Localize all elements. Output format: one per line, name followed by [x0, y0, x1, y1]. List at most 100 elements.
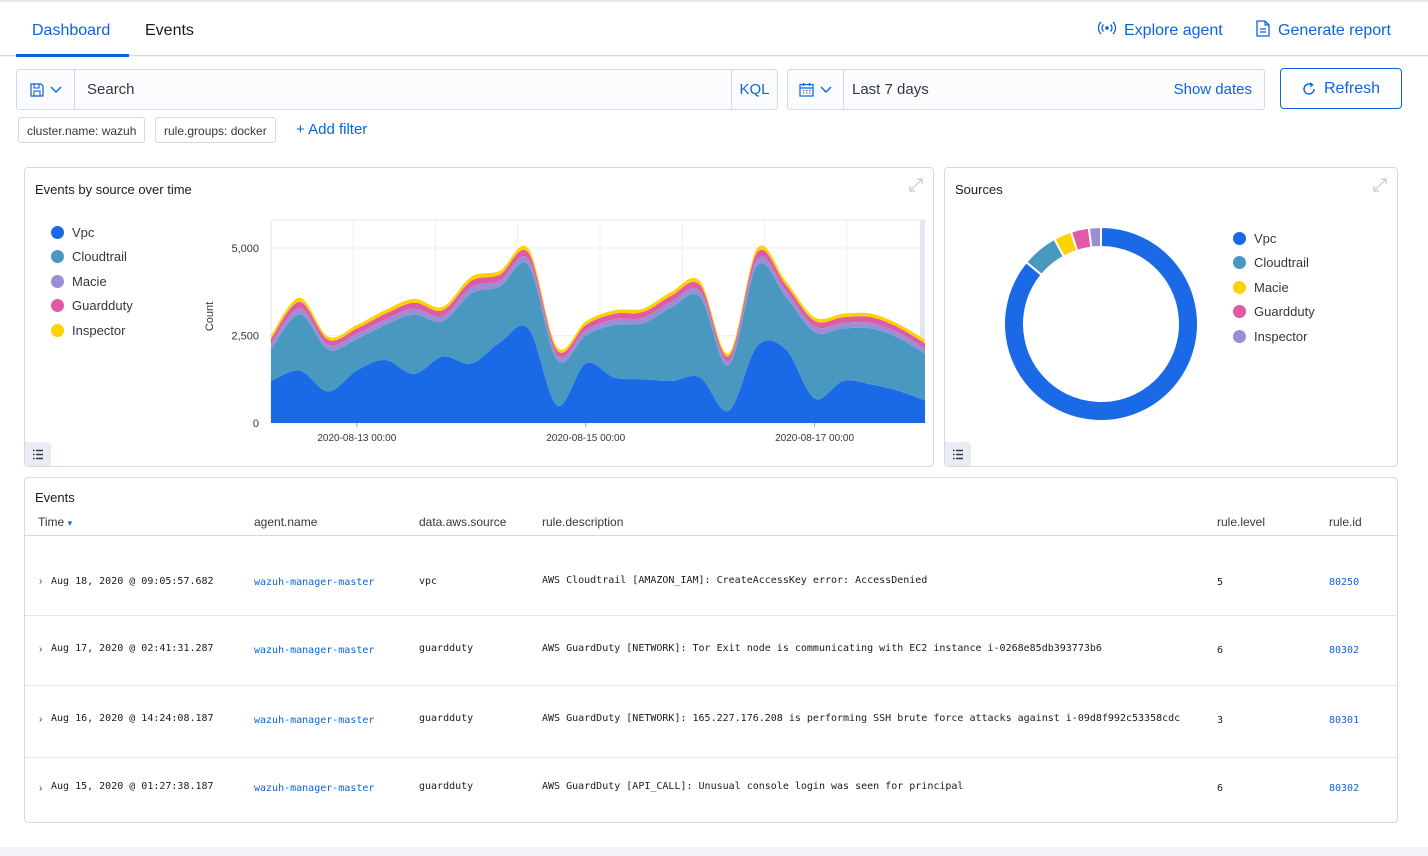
cell-rule-description: AWS GuardDuty [NETWORK]: Tor Exit node i…	[542, 643, 1102, 654]
legend-dot	[1233, 280, 1246, 294]
list-icon	[953, 449, 963, 459]
legend-label: Guardduty	[72, 298, 133, 314]
legend-item-macie[interactable]: Macie	[1233, 275, 1315, 300]
explore-agent-label: Explore agent	[1124, 21, 1223, 39]
cell-rule-id[interactable]: 80250	[1329, 577, 1360, 588]
legend-label: Guardduty	[1254, 304, 1315, 320]
kql-toggle[interactable]: KQL	[731, 70, 777, 109]
table-row[interactable]: › Aug 18, 2020 @ 09:05:57.682 wazuh-mana…	[25, 536, 1397, 616]
filter-pill[interactable]: cluster.name: wazuh	[18, 117, 146, 143]
column-header-label: Time	[38, 515, 65, 529]
explore-agent-link[interactable]: Explore agent	[1097, 20, 1223, 41]
donut-slice-inspector[interactable]	[1087, 225, 1102, 249]
legend-dot	[1233, 231, 1246, 245]
chevron-right-icon[interactable]: ›	[39, 576, 43, 587]
y-tick-label: 0	[253, 418, 259, 430]
x-tick-label: 2020-08-13 00:00	[317, 433, 396, 444]
saved-queries-button[interactable]	[17, 70, 75, 109]
page-bottom-gutter	[0, 847, 1428, 856]
table-row[interactable]: › Aug 17, 2020 @ 02:41:31.287 wazuh-mana…	[25, 616, 1397, 686]
chevron-right-icon[interactable]: ›	[39, 644, 43, 655]
legend-dot	[1233, 329, 1246, 343]
add-filter-button[interactable]: + Add filter	[296, 121, 368, 138]
legend-item-vpc[interactable]: Vpc	[1233, 226, 1315, 251]
column-header-time[interactable]: Time ▾	[38, 515, 72, 529]
filter-pill[interactable]: rule.groups: docker	[155, 117, 276, 143]
cell-agent-name[interactable]: wazuh-manager-master	[254, 645, 375, 656]
dashboard-content: Search KQL Last 7 days Show dates Refres…	[0, 57, 1428, 847]
table-row[interactable]: › Aug 16, 2020 @ 14:24:08.187 wazuh-mana…	[25, 686, 1397, 758]
column-header-rule-id[interactable]: rule.id	[1329, 515, 1362, 529]
generate-report-link[interactable]: Generate report	[1256, 20, 1391, 42]
refresh-button[interactable]: Refresh	[1280, 68, 1402, 109]
legend-dot	[51, 250, 64, 264]
cell-rule-id[interactable]: 80302	[1329, 645, 1360, 656]
chevron-right-icon[interactable]: ›	[39, 783, 43, 794]
column-header-rule-description[interactable]: rule.description	[542, 515, 624, 529]
tab-dashboard[interactable]: Dashboard	[32, 22, 111, 39]
legend-label: Vpc	[72, 224, 95, 240]
column-header-rule-level[interactable]: rule.level	[1217, 515, 1266, 529]
active-tab-indicator	[16, 54, 129, 57]
expand-icon[interactable]	[1371, 176, 1389, 194]
panel-title: Sources	[955, 182, 1003, 197]
header-divider	[25, 535, 1397, 536]
legend-item-cloudtrail[interactable]: Cloudtrail	[51, 245, 133, 270]
legend-label: Cloudtrail	[1254, 255, 1309, 271]
legend-item-vpc[interactable]: Vpc	[51, 220, 133, 245]
cell-rule-id[interactable]: 80302	[1329, 783, 1360, 794]
x-tick-label: 2020-08-15 00:00	[546, 433, 625, 444]
table-row[interactable]: › Aug 15, 2020 @ 01:27:38.187 wazuh-mana…	[25, 758, 1397, 822]
legend-item-inspector[interactable]: Inspector	[51, 318, 133, 343]
search-input[interactable]: Search	[87, 81, 135, 98]
cell-time: Aug 17, 2020 @ 02:41:31.287	[51, 643, 214, 654]
area-series-vpc[interactable]	[271, 325, 925, 423]
legend-item-macie[interactable]: Macie	[51, 269, 133, 294]
legend-item-guardduty[interactable]: Guardduty	[51, 294, 133, 319]
broadcast-icon	[1097, 20, 1117, 41]
cell-aws-source: vpc	[419, 576, 438, 587]
events-table: Events Time ▾ agent.name data.aws.source…	[24, 477, 1398, 823]
quick-select-button[interactable]	[788, 70, 844, 109]
cell-time: Aug 15, 2020 @ 01:27:38.187	[51, 781, 214, 792]
save-icon	[29, 82, 44, 97]
donut-slice-vpc[interactable]	[1003, 225, 1199, 422]
legend-item-cloudtrail[interactable]: Cloudtrail	[1233, 251, 1315, 276]
cell-rule-id[interactable]: 80301	[1329, 715, 1360, 726]
donut-chart-legend: Vpc Cloudtrail Macie Guardduty Inspector	[1233, 226, 1315, 349]
cell-rule-level: 5	[1217, 577, 1224, 588]
sort-desc-icon: ▾	[67, 518, 73, 528]
date-picker: Last 7 days Show dates	[787, 69, 1265, 110]
column-header-agent-name[interactable]: agent.name	[254, 515, 318, 529]
cell-agent-name[interactable]: wazuh-manager-master	[254, 577, 375, 588]
tab-events[interactable]: Events	[145, 22, 194, 39]
chevron-down-icon	[50, 86, 61, 93]
legend-label: Cloudtrail	[72, 249, 127, 265]
legend-dot	[1233, 305, 1246, 319]
cell-rule-level: 6	[1217, 783, 1224, 794]
expand-icon[interactable]	[907, 176, 925, 194]
legend-item-guardduty[interactable]: Guardduty	[1233, 300, 1315, 325]
cell-rule-level: 6	[1217, 645, 1224, 656]
cell-agent-name[interactable]: wazuh-manager-master	[254, 783, 375, 794]
column-header-aws-source[interactable]: data.aws.source	[419, 515, 507, 529]
date-range-value[interactable]: Last 7 days	[852, 81, 929, 98]
refresh-label: Refresh	[1323, 79, 1381, 97]
cell-rule-level: 3	[1217, 715, 1224, 726]
legend-toggle-button[interactable]	[945, 442, 971, 466]
legend-dot	[1233, 256, 1246, 270]
chevron-right-icon[interactable]: ›	[39, 714, 43, 725]
area-series-cloudtrail[interactable]	[271, 262, 925, 412]
legend-label: Vpc	[1254, 230, 1277, 246]
donut-chart	[1003, 225, 1199, 422]
x-tick-label: 2020-08-17 00:00	[775, 433, 854, 444]
legend-item-inspector[interactable]: Inspector	[1233, 324, 1315, 349]
legend-toggle-button[interactable]	[25, 442, 51, 466]
query-bar: Search KQL	[16, 69, 778, 110]
cell-aws-source: guardduty	[419, 643, 474, 654]
y-tick-label: 2,500	[231, 331, 259, 343]
area-chart: 5,000 2,500 0 2020-08-13 00:00 2020-08-15 00…	[204, 219, 925, 444]
show-dates-button[interactable]: Show dates	[1173, 81, 1252, 98]
cell-agent-name[interactable]: wazuh-manager-master	[254, 715, 375, 726]
legend-label: Macie	[1254, 279, 1289, 295]
